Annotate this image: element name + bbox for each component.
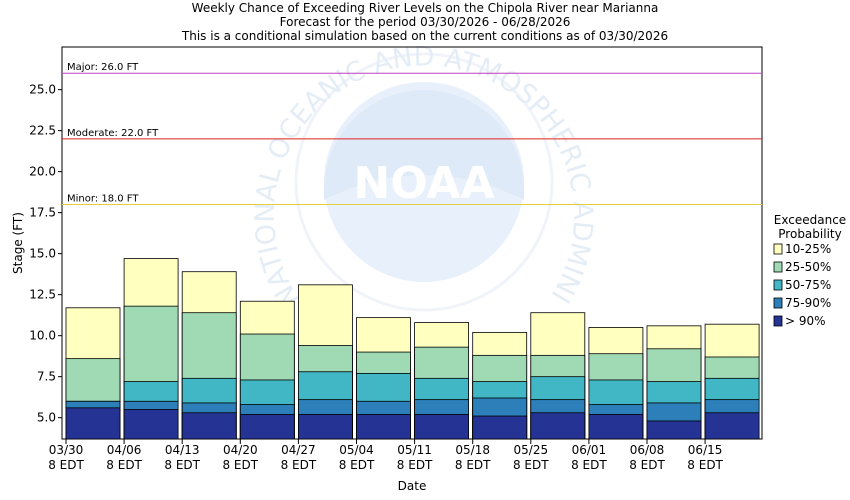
- bar-04-20-band-0: [239, 413, 295, 440]
- x-tick-tz-6: 8 EDT: [397, 458, 433, 472]
- bar-05-11-band-0: [414, 413, 470, 440]
- stacked-bars: [65, 258, 760, 440]
- threshold-label-2: Minor: 18.0 FT: [67, 193, 139, 204]
- bar-04-13-band-0: [181, 412, 237, 440]
- chart-subtitle-conditions: This is a conditional simulation based o…: [181, 29, 668, 43]
- legend-title-line2: Probability: [778, 227, 841, 241]
- legend-items: 10-25% 25-50% 50-75% 75-90% > 90%: [773, 242, 831, 328]
- bar-06-08-band-0: [646, 420, 702, 440]
- legend-label-0: 10-25%: [785, 242, 831, 256]
- x-tick-tz-1: 8 EDT: [106, 458, 142, 472]
- legend-swatch-3: [773, 297, 783, 309]
- plot-frame: [61, 46, 763, 440]
- bar-05-25-band-0: [530, 412, 586, 440]
- y-tick-label-8: 25.0: [29, 83, 56, 97]
- x-tick-tz-4: 8 EDT: [281, 458, 317, 472]
- y-tick-label-4: 15.0: [29, 247, 56, 261]
- x-tick-date-6: 05/11: [397, 443, 432, 457]
- bar-04-06-band-0: [123, 409, 179, 440]
- legend-title-line1: Exceedance: [774, 213, 846, 227]
- bar-05-04-band-0: [356, 413, 411, 440]
- bar-03-30-band-0: [65, 407, 121, 440]
- x-tick-date-5: 05/04: [339, 443, 374, 457]
- threshold-label-0: Major: 26.0 FT: [67, 62, 139, 73]
- y-tick-label-1: 7.5: [37, 370, 56, 384]
- x-tick-date-8: 05/25: [514, 443, 549, 457]
- bar-04-27-band-0: [297, 413, 353, 440]
- y-tick-label-3: 12.5: [29, 288, 56, 302]
- legend-swatch-2: [773, 279, 783, 291]
- y-tick-label-5: 17.5: [29, 206, 56, 220]
- watermark-ring: [294, 52, 554, 312]
- bar-06-15-band-0: [704, 412, 760, 440]
- x-tick-tz-3: 8 EDT: [222, 458, 258, 472]
- x-axis-label: Date: [398, 479, 427, 493]
- threshold-lines: Major: 26.0 FT Moderate: 22.0 FT Minor: 18…: [62, 62, 762, 205]
- watermark-logo-text: NOAA: [353, 158, 494, 209]
- chart-title: Weekly Chance of Exceeding River Levels …: [192, 1, 659, 15]
- x-tick-tz-11: 8 EDT: [687, 458, 723, 472]
- legend-label-2: 50-75%: [785, 278, 831, 292]
- y-tick-label-2: 10.0: [29, 329, 56, 343]
- y-tick-label-6: 20.0: [29, 165, 56, 179]
- x-tick-date-3: 04/20: [223, 443, 258, 457]
- legend-swatch-4: [773, 315, 783, 327]
- y-tick-label-0: 5.0: [37, 411, 56, 425]
- legend-label-3: 75-90%: [785, 296, 831, 310]
- x-tick-date-7: 05/18: [455, 443, 490, 457]
- threshold-label-1: Moderate: 22.0 FT: [67, 128, 159, 139]
- y-axis: 5.0 7.5 10.0 12.5 15.0 17.5 20.0 22.5 25.0: [29, 83, 62, 425]
- x-tick-tz-7: 8 EDT: [455, 458, 491, 472]
- x-tick-date-9: 06/01: [572, 443, 607, 457]
- x-tick-tz-9: 8 EDT: [571, 458, 607, 472]
- x-tick-date-0: 03/30: [49, 443, 84, 457]
- x-tick-tz-10: 8 EDT: [629, 458, 665, 472]
- bar-06-01-band-0: [588, 413, 644, 440]
- legend-swatch-0: [773, 243, 783, 255]
- x-tick-date-11: 06/15: [688, 443, 723, 457]
- legend-swatch-1: [773, 261, 783, 273]
- x-tick-tz-0: 8 EDT: [48, 458, 84, 472]
- bar-05-18-band-0: [472, 415, 528, 440]
- watermark-bird-shape: [324, 90, 524, 200]
- legend: Exceedance Probability 10-25% 25-50% 50-75…: [773, 213, 846, 328]
- chart-subtitle-period: Forecast for the period 03/30/2026 - 06/…: [280, 15, 571, 29]
- x-tick-tz-8: 8 EDT: [513, 458, 549, 472]
- x-tick-date-4: 04/27: [281, 443, 316, 457]
- legend-label-4: > 90%: [785, 314, 826, 328]
- x-tick-tz-2: 8 EDT: [164, 458, 200, 472]
- x-tick-date-1: 04/06: [107, 443, 142, 457]
- x-tick-date-2: 04/13: [165, 443, 200, 457]
- x-tick-date-10: 06/08: [630, 443, 665, 457]
- y-axis-label: Stage (FT): [11, 212, 25, 274]
- legend-label-1: 25-50%: [785, 260, 831, 274]
- x-tick-tz-5: 8 EDT: [339, 458, 375, 472]
- y-tick-label-7: 22.5: [29, 124, 56, 138]
